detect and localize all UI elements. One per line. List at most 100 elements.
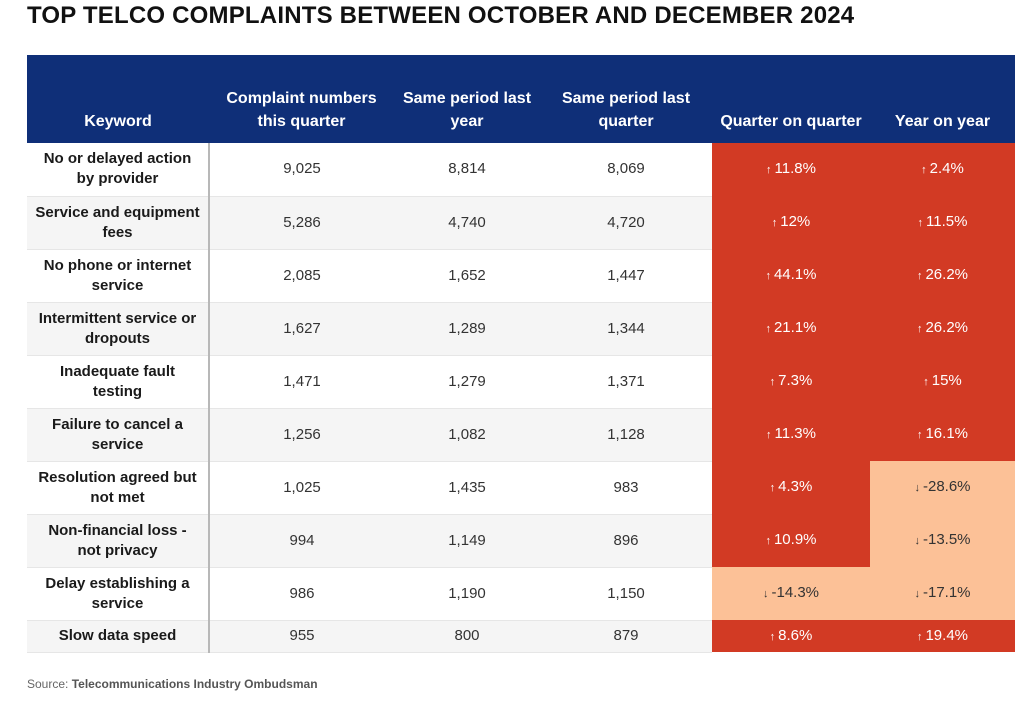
year-on-year-cell: ↑ 26.2% xyxy=(870,249,1015,302)
source-name: Telecommunications Industry Ombudsman xyxy=(71,677,318,691)
table-row: Delay establishing a service 986 1,190 1,15… xyxy=(27,567,1015,621)
arrow-down-icon: ↓ xyxy=(762,588,769,600)
last-quarter-cell: 1,371 xyxy=(540,355,712,409)
header-row: Keyword Complaint numbers this quarter S… xyxy=(27,55,1015,143)
last-year-cell: 800 xyxy=(394,620,540,653)
arrow-up-icon: ↑ xyxy=(917,217,924,229)
change-value: -28.6% xyxy=(922,478,971,495)
arrow-up-icon: ↑ xyxy=(769,376,776,388)
last-year-cell: 1,435 xyxy=(394,461,540,515)
this-quarter-cell: 955 xyxy=(209,620,394,653)
change-value: 16.1% xyxy=(925,425,969,442)
change-value: -17.1% xyxy=(922,584,971,601)
arrow-up-icon: ↑ xyxy=(765,323,771,335)
last-quarter-cell: 1,128 xyxy=(540,408,712,462)
table-row: Failure to cancel a service 1,256 1,082 1,1… xyxy=(27,408,1015,462)
arrow-up-icon: ↑ xyxy=(916,270,923,282)
change-value: 12% xyxy=(780,213,811,230)
change-value: 7.3% xyxy=(778,372,813,389)
change-value: -13.5% xyxy=(922,531,971,548)
this-quarter-cell: 1,256 xyxy=(209,408,394,462)
last-quarter-cell: 1,150 xyxy=(540,567,712,621)
arrow-up-icon: ↑ xyxy=(923,376,929,388)
this-quarter-cell: 1,025 xyxy=(209,461,394,515)
change-value: 4.3% xyxy=(778,478,813,495)
change-value: 10.9% xyxy=(773,531,817,548)
change-value: 21.1% xyxy=(773,319,817,336)
year-on-year-cell: ↓ -28.6% xyxy=(870,461,1015,514)
arrow-up-icon: ↑ xyxy=(765,535,771,547)
column-header-last-year: Same period last year xyxy=(394,55,540,143)
last-quarter-cell: 1,344 xyxy=(540,302,712,356)
arrow-down-icon: ↓ xyxy=(914,535,920,547)
last-quarter-cell: 896 xyxy=(540,514,712,568)
change-value: 19.4% xyxy=(925,626,969,644)
table-row: No or delayed action by provider 9,025 8,8… xyxy=(27,143,1015,197)
year-on-year-cell: ↓ -17.1% xyxy=(870,567,1015,620)
this-quarter-cell: 1,627 xyxy=(209,302,394,356)
this-quarter-cell: 5,286 xyxy=(209,196,394,250)
quarter-on-quarter-cell: ↑ 11.3% xyxy=(712,408,870,461)
column-header-this-quarter: Complaint numbers this quarter xyxy=(209,55,394,143)
change-value: 8.6% xyxy=(778,626,813,644)
arrow-up-icon: ↑ xyxy=(771,217,778,229)
arrow-down-icon: ↓ xyxy=(914,588,920,600)
last-year-cell: 4,740 xyxy=(394,196,540,250)
year-on-year-cell: ↓ -13.5% xyxy=(870,514,1015,567)
keyword-cell: Slow data speed xyxy=(27,620,210,653)
change-value: 15% xyxy=(931,372,962,389)
change-value: 26.2% xyxy=(925,266,969,283)
keyword-cell: Intermittent service or dropouts xyxy=(27,302,210,356)
arrow-up-icon: ↑ xyxy=(916,429,923,441)
table-row: Resolution agreed but not met 1,025 1,435 9… xyxy=(27,461,1015,515)
this-quarter-cell: 1,471 xyxy=(209,355,394,409)
year-on-year-cell: ↑ 2.4% xyxy=(870,143,1015,196)
arrow-up-icon: ↑ xyxy=(916,630,923,643)
arrow-up-icon: ↑ xyxy=(766,164,772,176)
change-value: 44.1% xyxy=(773,266,817,283)
change-value: 11.5% xyxy=(926,213,968,230)
column-header-quarter-on-quarter: Quarter on quarter xyxy=(712,55,870,143)
this-quarter-cell: 994 xyxy=(209,514,394,568)
last-quarter-cell: 4,720 xyxy=(540,196,712,250)
last-year-cell: 1,652 xyxy=(394,249,540,303)
keyword-cell: Service and equipment fees xyxy=(27,196,210,250)
last-quarter-cell: 8,069 xyxy=(540,143,712,197)
this-quarter-cell: 2,085 xyxy=(209,249,394,303)
chart-title: TOP TELCO COMPLAINTS BETWEEN OCTOBER AND… xyxy=(27,2,855,29)
last-quarter-cell: 1,447 xyxy=(540,249,712,303)
keyword-cell: Inadequate fault testing xyxy=(27,355,210,409)
last-year-cell: 1,190 xyxy=(394,567,540,621)
quarter-on-quarter-cell: ↑ 7.3% xyxy=(712,355,870,408)
change-value: 26.2% xyxy=(925,319,969,336)
keyword-cell: Non-financial loss - not privacy xyxy=(27,514,210,568)
last-year-cell: 1,149 xyxy=(394,514,540,568)
complaints-table: Keyword Complaint numbers this quarter S… xyxy=(27,55,1016,653)
arrow-up-icon: ↑ xyxy=(916,323,923,335)
column-header-keyword: Keyword xyxy=(27,55,209,143)
column-header-year-on-year: Year on year xyxy=(870,55,1015,143)
this-quarter-cell: 986 xyxy=(209,567,394,621)
arrow-up-icon: ↑ xyxy=(769,630,776,643)
quarter-on-quarter-cell: ↑ 11.8% xyxy=(712,143,870,196)
year-on-year-cell: ↑ 16.1% xyxy=(870,408,1015,461)
table-body: No or delayed action by provider 9,025 8,8… xyxy=(27,143,1015,653)
change-value: 11.3% xyxy=(774,425,816,442)
quarter-on-quarter-cell: ↑ 12% xyxy=(712,196,870,249)
year-on-year-cell: ↑ 15% xyxy=(870,355,1015,408)
this-quarter-cell: 9,025 xyxy=(209,143,394,197)
table-row: Non-financial loss - not privacy 994 1,149… xyxy=(27,514,1015,568)
arrow-up-icon: ↑ xyxy=(766,429,772,441)
last-year-cell: 8,814 xyxy=(394,143,540,197)
change-value: -14.3% xyxy=(771,584,820,601)
quarter-on-quarter-cell: ↓ -14.3% xyxy=(712,567,870,620)
last-year-cell: 1,289 xyxy=(394,302,540,356)
quarter-on-quarter-cell: ↑ 4.3% xyxy=(712,461,870,514)
table-row: Intermittent service or dropouts 1,627 1,2… xyxy=(27,302,1015,356)
change-value: 2.4% xyxy=(929,160,964,177)
keyword-cell: No phone or internet service xyxy=(27,249,210,303)
quarter-on-quarter-cell: ↑ 21.1% xyxy=(712,302,870,355)
keyword-cell: Resolution agreed but not met xyxy=(27,461,210,515)
column-header-last-quarter: Same period last quarter xyxy=(540,55,712,143)
last-quarter-cell: 879 xyxy=(540,620,712,653)
